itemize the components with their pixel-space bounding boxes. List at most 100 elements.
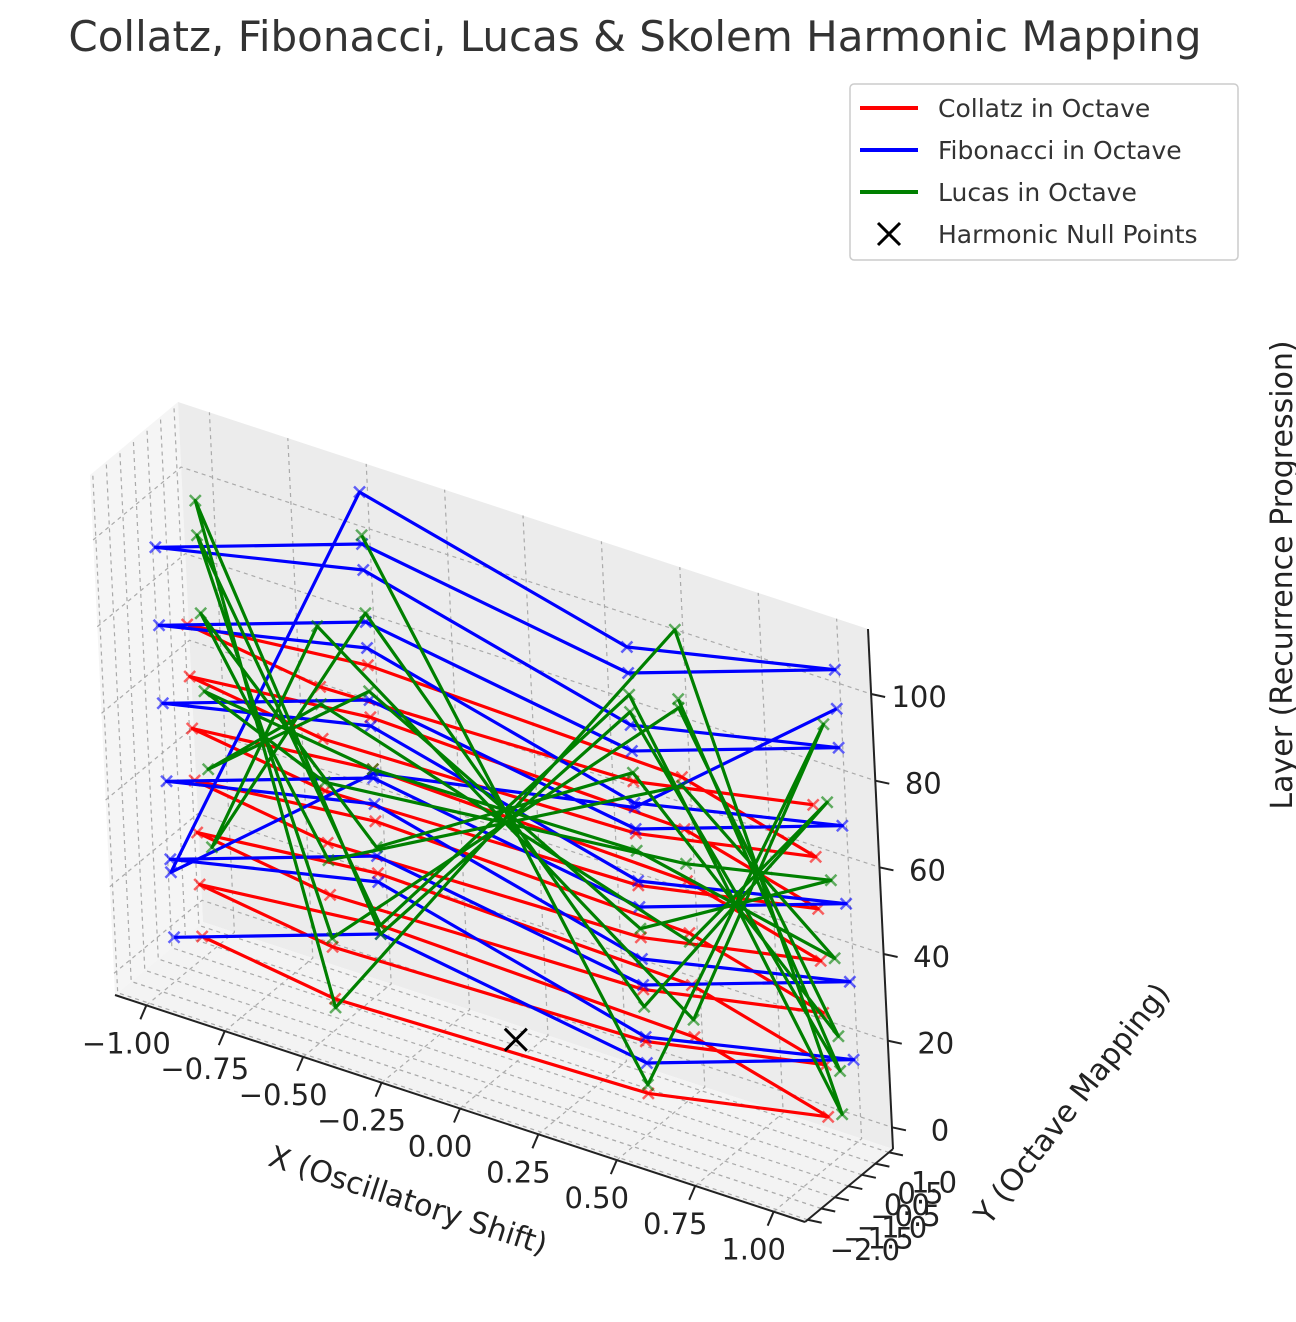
data-point-marker [193, 878, 207, 891]
x-tick-mark [688, 1185, 697, 1201]
data-point-marker [833, 1064, 847, 1078]
data-point-marker [835, 1107, 849, 1121]
x-tick-label: −0.75 [160, 1052, 249, 1086]
data-point-marker [321, 836, 335, 850]
x-tick-label: 1.00 [721, 1233, 786, 1267]
legend-entry: Fibonacci in Octave [860, 136, 1182, 165]
series-harmonic-null-points [503, 1027, 528, 1052]
z-tick-mark [887, 1039, 903, 1045]
data-point-marker [820, 795, 834, 809]
y-tick-mark [821, 1207, 836, 1213]
data-point-marker [835, 819, 849, 833]
data-point-marker [314, 697, 328, 711]
x-tick-mark [766, 1211, 775, 1227]
z-tick-label: 100 [891, 680, 946, 714]
data-point-marker [843, 975, 857, 989]
data-point-marker [360, 641, 374, 655]
z-tick-mark [883, 953, 898, 958]
data-point-marker [628, 796, 641, 810]
x-tick-mark [609, 1159, 618, 1175]
y-tick-mark [807, 1218, 822, 1224]
y-tick-mark [888, 1151, 904, 1157]
z-tick-label: 60 [909, 853, 946, 887]
gridline-z [113, 899, 893, 1128]
data-point-marker [821, 1110, 835, 1124]
gridline-z [96, 553, 876, 782]
gridline-z [92, 466, 872, 695]
data-point-marker [683, 935, 697, 949]
data-point-marker [183, 670, 197, 683]
data-point-marker [620, 640, 634, 654]
data-point-marker [671, 692, 685, 706]
z-tick-label: 20 [917, 1027, 954, 1061]
y-tick-label: 0.5 [897, 1177, 943, 1211]
data-point-marker [847, 1053, 861, 1067]
data-point-marker [316, 732, 330, 746]
legend-label: Harmonic Null Points [938, 220, 1198, 249]
gridline-y [105, 461, 822, 1210]
data-point-marker [152, 618, 166, 632]
data-point-marker [806, 798, 820, 812]
y-tick-label: 1.0 [911, 1165, 957, 1199]
data-point-marker [163, 852, 177, 866]
y-tick-mark [861, 1173, 877, 1179]
gridline-y [173, 405, 890, 1153]
data-point-marker [814, 954, 828, 968]
legend-frame [849, 83, 1239, 261]
data-point-marker [325, 931, 339, 945]
x-tick-mark [531, 1133, 540, 1149]
data-point-marker [156, 696, 170, 710]
data-point-marker [640, 1056, 654, 1070]
data-point-marker [329, 1001, 342, 1014]
x-tick-label: −1.00 [82, 1026, 171, 1060]
series-line [193, 499, 844, 1116]
x-tick-mark [453, 1108, 461, 1123]
data-point-marker [188, 494, 202, 507]
gridline-x [459, 515, 549, 1109]
data-point-marker [160, 774, 173, 788]
gridline-x [224, 438, 314, 1032]
data-point-marker [634, 922, 647, 936]
data-point-marker [641, 1078, 655, 1092]
data-point-marker [679, 857, 693, 871]
data-point-marker [636, 978, 650, 992]
y-tick-label: 0.0 [884, 1188, 930, 1222]
legend-label: Collatz in Octave [938, 94, 1150, 123]
z-tick-label: 40 [913, 940, 950, 974]
x-tick-mark [217, 1030, 226, 1046]
y-tick-label: −1.5 [843, 1222, 913, 1256]
data-point-marker [185, 722, 199, 735]
z-tick-label: 80 [905, 767, 942, 801]
data-point-marker [361, 658, 375, 672]
data-point-marker [828, 663, 842, 677]
series-line [185, 622, 830, 1119]
x-tick-mark [296, 1056, 305, 1072]
data-point-marker [625, 744, 639, 758]
z-tick-mark [891, 1126, 907, 1132]
data-point-marker [623, 705, 637, 719]
chart-title: Collatz, Fibonacci, Lucas & Skolem Harmo… [68, 12, 1202, 61]
gridline-y [132, 439, 849, 1187]
legend-label: Fibonacci in Octave [938, 136, 1182, 165]
data-point-marker [687, 1013, 700, 1027]
data-point-marker [358, 606, 372, 620]
data-point-marker [839, 897, 853, 911]
legend-entry: Harmonic Null Points [876, 220, 1198, 249]
data-point-marker [366, 762, 380, 776]
data-point-marker [318, 775, 332, 789]
data-point-marker [675, 779, 689, 793]
x-tick-label: 0.75 [643, 1207, 708, 1241]
data-point-marker [637, 1000, 651, 1014]
data-point-marker [628, 800, 641, 814]
data-point-marker [355, 528, 369, 542]
data-point-marker [205, 840, 219, 854]
series-line [153, 490, 856, 1065]
gridline-x [302, 463, 392, 1058]
data-point-marker [639, 1030, 653, 1044]
gridline-y [119, 450, 835, 1198]
data-point-marker [364, 719, 378, 733]
data-point-marker [374, 927, 388, 941]
data-point-marker [310, 619, 324, 633]
